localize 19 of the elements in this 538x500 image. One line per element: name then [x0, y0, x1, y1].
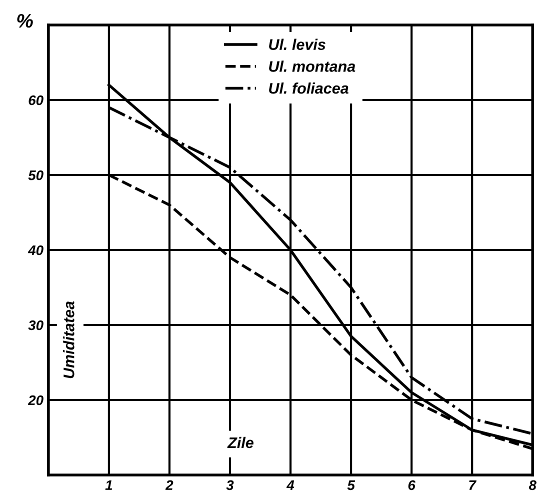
x-tick-label: 1 — [105, 480, 112, 490]
y-tick-label: 20 — [28, 395, 44, 406]
y-tick-label: 50 — [28, 170, 44, 180]
text: % — [17, 14, 33, 28]
x-tick-label: 7 — [469, 480, 476, 490]
y-tick-label: 60 — [28, 95, 44, 106]
x-tick-label: 8 — [528, 480, 536, 490]
y-tick-label: 30 — [28, 320, 44, 330]
legend-label: Ul. foliacea — [269, 82, 348, 94]
x-tick-label: 2 — [165, 480, 174, 490]
x-tick-label: 3 — [226, 480, 234, 490]
x-tick-label: 6 — [408, 480, 416, 490]
legend-label: Ul. montana — [269, 60, 356, 72]
x-tick-label: 5 — [347, 480, 356, 490]
legend-label: Ul. levis — [269, 38, 326, 50]
x-tick-label: 4 — [286, 480, 294, 490]
x-axis-title: Zile — [227, 436, 254, 448]
y-axis-title: Umiditatea — [63, 301, 74, 378]
y-tick-label: 40 — [28, 245, 44, 256]
